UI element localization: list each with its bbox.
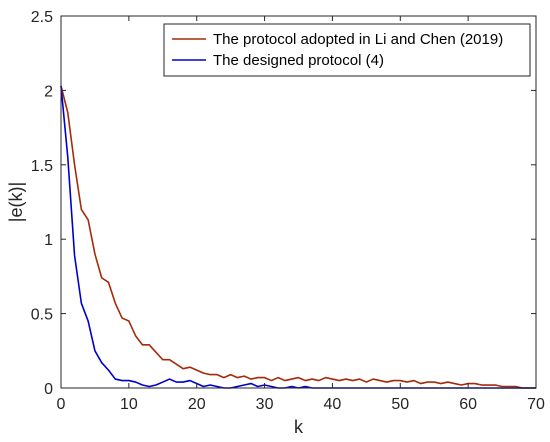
x-tick-label: 70	[527, 396, 545, 413]
axes-box	[60, 15, 537, 389]
plot-area-background	[61, 16, 536, 388]
series-line-1	[60, 85, 536, 389]
x-tick-label: 0	[57, 396, 66, 413]
x-axis-label: k	[294, 417, 304, 437]
y-tick-label: 0	[44, 381, 53, 398]
y-tick-label: 0.5	[31, 307, 53, 324]
y-tick-label: 1.5	[31, 158, 53, 175]
x-tick-label: 30	[256, 396, 274, 413]
x-tick-label: 10	[120, 396, 138, 413]
x-tick-label: 20	[188, 396, 206, 413]
x-tick-label: 50	[391, 396, 409, 413]
y-tick-label: 2.5	[31, 9, 53, 26]
x-tick-label: 40	[324, 396, 342, 413]
x-tick-label: 60	[459, 396, 477, 413]
ticks-layer: 0 10 20 30 40 50 60 70 0 0.5 1 1.5 2 2.5	[31, 9, 545, 413]
legend-label-2: The designed protocol (4)	[213, 52, 384, 69]
axes-layer	[60, 15, 537, 389]
legend-box	[163, 23, 531, 77]
legend-label-1: The protocol adopted in Li and Chen (201…	[213, 31, 503, 48]
y-tick-label: 1	[44, 232, 53, 249]
legend: The protocol adopted in Li and Chen (201…	[163, 23, 531, 77]
y-axis-label: |e(k)|	[6, 182, 26, 222]
y-tick-label: 2	[44, 83, 53, 100]
